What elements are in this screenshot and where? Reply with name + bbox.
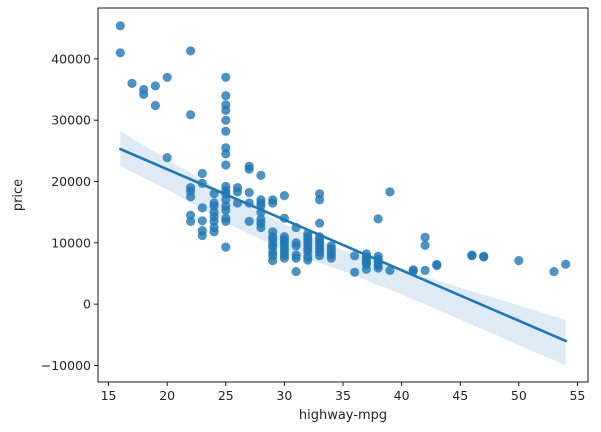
scatter-point [197, 230, 207, 241]
scatter-point [561, 259, 571, 269]
scatter-point [303, 255, 313, 265]
scatter-point [115, 48, 125, 58]
scatter-point [115, 21, 125, 31]
scatter-point [221, 91, 231, 101]
scatter-point [221, 115, 231, 125]
x-axis-ticks: 15 20 25 30 35 40 45 50 55 [101, 382, 585, 403]
scatter-point [209, 227, 219, 237]
confidence-band-layer [120, 131, 566, 366]
scatter-points-layer [115, 21, 571, 277]
scatter-point [315, 251, 325, 261]
scatter-point [256, 170, 266, 180]
scatter-point [221, 149, 231, 159]
scatter-point [385, 187, 395, 197]
scatter-point [268, 198, 278, 208]
scatter-point [221, 72, 231, 82]
scatter-point [162, 72, 172, 82]
scatter-point [279, 253, 289, 263]
scatter-point [350, 267, 360, 277]
scatter-point [221, 242, 231, 252]
scatter-point [244, 216, 254, 226]
scatter-point [279, 191, 289, 201]
scatter-point [186, 110, 196, 120]
y-tick-label: 40000 [51, 51, 91, 66]
y-tick-label: 30000 [51, 113, 91, 128]
scatter-point [221, 105, 231, 115]
x-tick-label: 20 [159, 388, 175, 403]
x-axis-label: highway-mpg [299, 408, 387, 423]
x-tick-label: 35 [335, 388, 351, 403]
scatter-point [291, 267, 301, 277]
scatter-point [221, 126, 231, 136]
scatter-point [549, 267, 559, 277]
scatter-point [186, 216, 196, 226]
scatter-point [197, 168, 207, 179]
scatter-point [350, 251, 360, 261]
x-tick-label: 30 [276, 388, 292, 403]
scatter-point [162, 153, 172, 163]
scatter-point [420, 240, 430, 250]
scatter-point [361, 264, 371, 274]
scatter-point [232, 187, 243, 197]
scatter-point [326, 253, 336, 263]
x-tick-label: 55 [569, 388, 585, 403]
scatter-point [385, 265, 395, 275]
scatter-point [315, 218, 325, 228]
scatter-point [420, 265, 430, 275]
scatter-point [256, 222, 266, 233]
y-tick-label: 20000 [51, 174, 91, 189]
scatter-point [221, 160, 231, 170]
scatter-point [479, 252, 489, 262]
x-tick-label: 15 [101, 388, 117, 403]
confidence-band [120, 131, 566, 366]
scatter-point [150, 81, 160, 91]
scatter-point [197, 203, 207, 213]
regression-line [118, 147, 568, 343]
scatter-point [268, 256, 278, 266]
x-tick-label: 40 [394, 388, 410, 403]
x-tick-label: 45 [452, 388, 468, 403]
scatter-point [197, 216, 207, 226]
y-axis-ticks: −10000 0 10000 20000 30000 40000 [41, 51, 98, 373]
scatter-point [221, 205, 231, 215]
y-tick-label: 0 [83, 297, 91, 312]
scatter-point [221, 216, 231, 226]
scatter-point [432, 260, 442, 271]
scatter-point [244, 164, 254, 174]
scatter-point [315, 195, 325, 205]
y-tick-label: 10000 [51, 235, 91, 250]
scatter-point [186, 46, 196, 56]
y-axis-label: price [11, 179, 26, 211]
scatter-point [373, 214, 383, 224]
scatter-point [467, 251, 477, 261]
scatter-point [291, 241, 301, 251]
scatter-point [291, 253, 301, 263]
regression-line-layer [118, 147, 568, 343]
x-tick-label: 25 [218, 388, 234, 403]
scatter-point [127, 78, 137, 88]
scatter-point [186, 192, 196, 202]
scatter-point [244, 187, 254, 198]
scatter-point [514, 256, 524, 266]
scatter-point [139, 89, 149, 99]
scatter-point [150, 100, 160, 111]
y-tick-label: −10000 [41, 358, 91, 373]
x-tick-label: 50 [511, 388, 527, 403]
scatter-point [373, 263, 383, 273]
scatter-point [420, 232, 430, 242]
